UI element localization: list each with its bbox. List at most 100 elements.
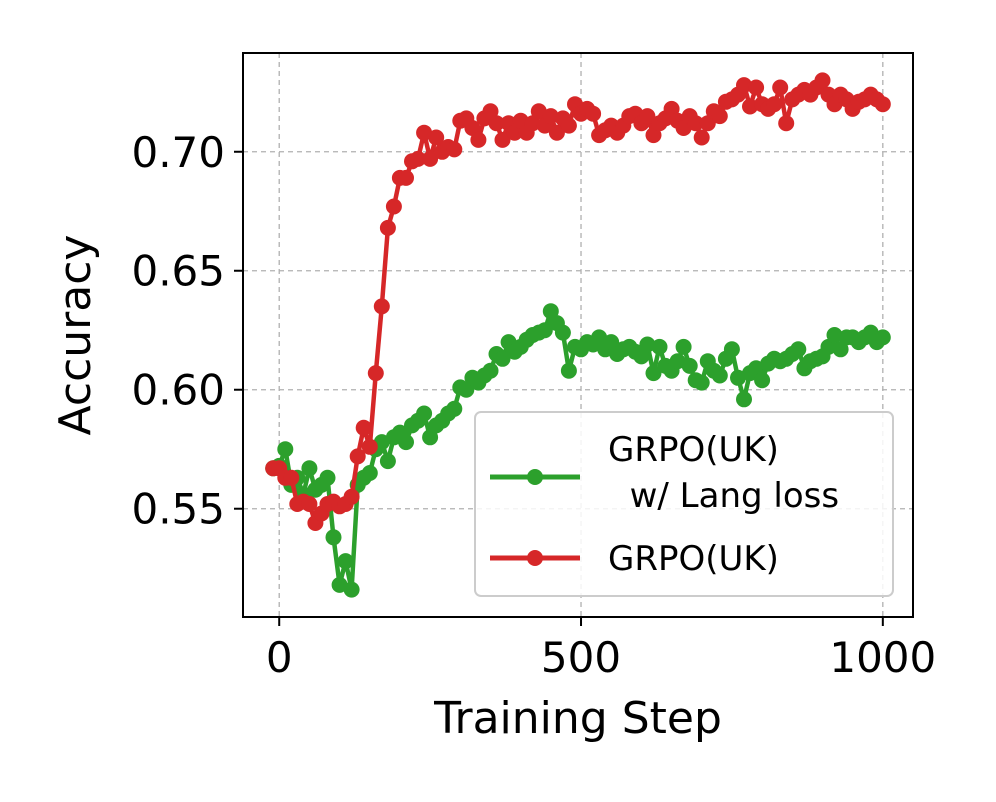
data-point xyxy=(542,303,559,320)
data-point xyxy=(301,496,318,512)
data-point xyxy=(494,350,511,367)
data-point xyxy=(361,438,378,455)
data-point xyxy=(542,108,559,125)
data-point xyxy=(349,448,366,465)
data-point xyxy=(512,112,529,129)
data-point xyxy=(711,367,728,384)
data-point xyxy=(675,338,692,355)
data-point xyxy=(814,72,831,89)
data-point xyxy=(464,120,481,136)
data-point xyxy=(633,348,650,365)
tick-layer: 0 500 1000 0.55 0.60 0.65 0.70 xyxy=(131,128,936,682)
data-point xyxy=(669,353,686,370)
data-point xyxy=(585,105,602,122)
data-point xyxy=(361,465,378,481)
data-point xyxy=(488,115,505,132)
data-point xyxy=(560,362,577,379)
data-point xyxy=(826,327,843,343)
data-point xyxy=(283,469,300,486)
data-point xyxy=(373,298,390,315)
data-point xyxy=(355,419,372,436)
data-point xyxy=(687,115,704,132)
data-point xyxy=(736,391,752,408)
legend-swatch-marker-grpo-uk xyxy=(527,550,543,566)
y-axis-label: Accuracy xyxy=(50,235,101,436)
data-point xyxy=(301,460,318,477)
data-point xyxy=(730,369,746,386)
data-point xyxy=(874,329,891,346)
data-point xyxy=(398,434,414,451)
data-point xyxy=(681,357,698,374)
data-point xyxy=(832,341,849,358)
x-tick-label: 1000 xyxy=(829,633,936,682)
data-point xyxy=(591,329,608,346)
legend-swatch-marker-lang-loss xyxy=(527,469,543,485)
data-point xyxy=(398,169,414,186)
data-point xyxy=(379,219,396,236)
data-point xyxy=(446,400,463,417)
data-point xyxy=(277,441,294,458)
data-point xyxy=(446,141,463,158)
data-point xyxy=(778,115,795,132)
y-tick-label: 0.70 xyxy=(131,128,225,177)
data-point xyxy=(711,108,728,125)
data-point xyxy=(319,469,336,486)
data-point xyxy=(548,124,565,141)
data-point xyxy=(645,365,662,382)
data-point xyxy=(470,131,487,148)
data-point xyxy=(748,79,765,96)
y-tick-label: 0.60 xyxy=(131,366,225,415)
data-point xyxy=(422,150,439,167)
data-point xyxy=(373,434,390,451)
data-point xyxy=(766,96,783,113)
data-point xyxy=(337,553,354,570)
y-tick-label: 0.55 xyxy=(131,485,225,534)
data-point xyxy=(379,453,396,470)
data-point xyxy=(693,129,710,146)
x-axis-label: Training Step xyxy=(433,693,722,744)
legend-label-grpo-uk: GRPO(UK) xyxy=(608,539,779,579)
data-point xyxy=(506,124,523,141)
series-1 xyxy=(265,72,891,531)
data-point xyxy=(736,77,752,94)
data-point xyxy=(325,529,342,546)
data-point xyxy=(331,576,348,593)
data-point xyxy=(524,115,541,132)
data-point xyxy=(343,581,360,598)
data-point xyxy=(494,131,511,148)
data-point xyxy=(675,120,692,136)
data-point xyxy=(748,360,765,377)
data-point xyxy=(428,129,445,146)
data-point xyxy=(385,198,402,215)
data-point xyxy=(482,103,499,120)
x-tick-label: 500 xyxy=(541,633,621,682)
series-layer xyxy=(265,72,891,598)
y-tick-label: 0.65 xyxy=(131,247,225,296)
data-point xyxy=(482,362,499,379)
data-point xyxy=(603,334,620,351)
data-point xyxy=(536,322,553,339)
data-point xyxy=(699,115,716,132)
legend-label-lang-loss: GRPO(UK) w/ Lang loss xyxy=(608,430,839,516)
data-point xyxy=(663,100,680,117)
data-point xyxy=(367,365,384,382)
legend: GRPO(UK) w/ Lang loss GRPO(UK) xyxy=(474,411,894,597)
data-point xyxy=(693,374,710,391)
data-point xyxy=(458,381,475,398)
data-point xyxy=(554,324,571,341)
data-point xyxy=(343,488,360,505)
data-point xyxy=(651,338,668,355)
legend-box xyxy=(474,411,894,597)
data-point xyxy=(723,341,740,358)
data-point xyxy=(772,79,789,96)
x-tick-label: 0 xyxy=(266,633,293,682)
data-point xyxy=(790,341,807,358)
data-point xyxy=(645,127,662,144)
data-point xyxy=(410,150,426,167)
data-point xyxy=(530,103,547,120)
data-point xyxy=(742,98,758,115)
data-point xyxy=(639,108,656,125)
data-point xyxy=(422,429,439,446)
